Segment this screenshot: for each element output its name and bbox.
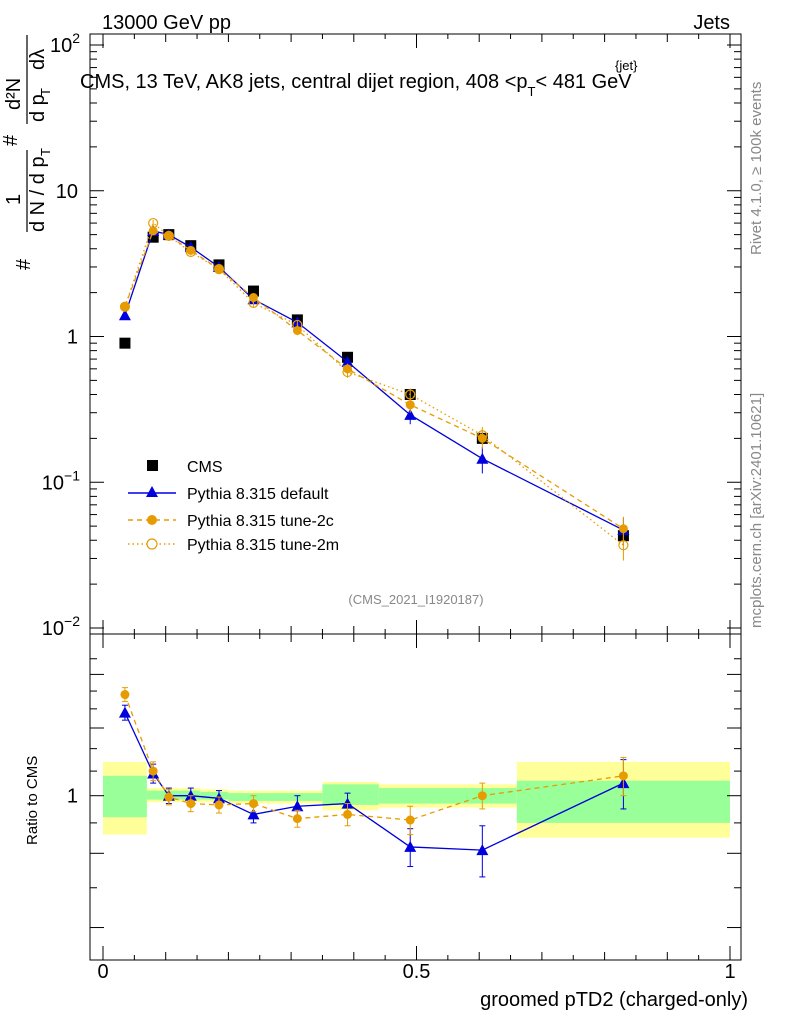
band-inner [103, 775, 147, 818]
chart-title: CMS, 13 TeV, AK8 jets, central dijet reg… [80, 71, 632, 99]
title-prefix: CMS, 13 TeV, AK8 jets, central dijet reg… [80, 71, 528, 93]
ratio-point [404, 840, 417, 852]
ratio-line [124, 694, 624, 821]
ylabel-sub: T [38, 148, 53, 156]
ratio-uncertainty-bands [103, 761, 730, 838]
ratio-point [291, 800, 304, 812]
ratio-point [148, 766, 158, 776]
data-point [292, 325, 302, 335]
rivet-label: Rivet 4.1.0, ≥ 100k events [748, 82, 765, 255]
data-point [147, 231, 159, 243]
ylabel-sub2: T [38, 88, 53, 96]
x-axis-label: groomed pTD2 (charged-only) [480, 989, 748, 1011]
legend-label-tune2c: Pythia 8.315 tune-2c [187, 513, 334, 530]
data-point [119, 301, 131, 312]
data-point [185, 246, 196, 258]
ratio-point [247, 808, 260, 820]
data-point [292, 319, 303, 331]
ratio-x-axis: 0 0.5 1 [97, 634, 736, 983]
ylabel-dlambda: dλ [27, 49, 49, 70]
title-sup: {jet} [615, 58, 638, 73]
ratio-panel: 1 0 0.5 1 Ratio to CMS groomed pTD2 (charg… [24, 633, 748, 1011]
x-tick-label: 0 [97, 961, 108, 983]
ratio-point [248, 799, 258, 809]
data-point [405, 389, 416, 400]
legend-marker-cms [147, 460, 158, 471]
main-x-axis [102, 34, 731, 634]
analysis-watermark: (CMS_2021_I1920187) [348, 592, 483, 607]
data-point [118, 309, 131, 321]
y-tick-label: 10−2 [42, 613, 80, 640]
ratio-point [618, 771, 628, 781]
ylabel-num2: d²N [3, 78, 25, 110]
ratio-point [118, 706, 131, 718]
data-point [476, 452, 489, 464]
ylabel-denom2: d p [27, 94, 49, 122]
y-tick-label: 102 [50, 30, 80, 57]
ratio-y-axis: 1 [67, 658, 741, 929]
ratio-point [343, 809, 353, 819]
data-point [404, 408, 417, 420]
legend: CMS Pythia 8.315 default Pythia 8.315 tu… [128, 459, 339, 554]
y-tick-label: 10−1 [42, 467, 80, 494]
legend-marker-tune2m [146, 538, 158, 550]
data-point [248, 293, 258, 303]
data-point [119, 337, 131, 349]
y-tick-label: 10 [56, 181, 78, 203]
ratio-point [164, 792, 174, 802]
x-tick-label: 0.5 [403, 961, 431, 983]
ylabel-hash2: # [0, 134, 22, 146]
y-tick-label: 1 [67, 327, 78, 349]
ratio-y-tick-label: 1 [67, 786, 78, 808]
data-point [163, 230, 174, 242]
ratio-point [214, 800, 224, 810]
data-point [248, 297, 259, 309]
ratio-plot-area [118, 687, 630, 878]
ylabel-denom: d N / d p [27, 156, 49, 232]
ratio-point [186, 799, 196, 809]
series-line [124, 230, 624, 530]
legend-marker-default [146, 486, 158, 497]
ratio-frame [89, 633, 742, 961]
ratio-y-label: Ratio to CMS [24, 756, 41, 845]
band-inner [322, 784, 379, 805]
ratio-point [477, 791, 487, 801]
data-point [342, 366, 353, 378]
data-point [341, 355, 354, 367]
ylabel-one: 1 [3, 194, 25, 205]
ratio-point [120, 690, 130, 700]
data-point [405, 400, 415, 410]
series-pythia-8-315-tune-2m [119, 217, 629, 561]
main-panel: 10−2 10−1 1 10 102 CMS, 13 TeV, AK8 jets, ce… [0, 30, 742, 640]
data-point [618, 540, 629, 551]
data-point [148, 217, 159, 229]
category-label: Jets [693, 12, 730, 34]
ratio-point [292, 814, 302, 824]
main-y-axis: 10−2 10−1 1 10 102 [42, 30, 741, 640]
band-inner [378, 788, 517, 804]
data-point [618, 524, 628, 534]
title-suffix: < 481 GeV [535, 71, 632, 93]
legend-label-tune2m: Pythia 8.315 tune-2m [187, 537, 339, 554]
legend-label-cms: CMS [187, 459, 223, 476]
data-point [247, 285, 259, 297]
x-tick-label: 1 [724, 961, 735, 983]
ratio-series-pythia-8-315-tune-2c [120, 687, 628, 836]
band-inner [200, 791, 229, 800]
legend-label-default: Pythia 8.315 default [187, 486, 329, 503]
energy-label: 13000 GeV pp [102, 12, 231, 34]
legend-marker-tune2c [147, 515, 157, 525]
data-point [213, 264, 225, 275]
mcplots-label: mcplots.cern.ch [arXiv:2401.10621] [748, 393, 765, 628]
main-y-label: # 1 d N / d p T # d²N d p T dλ [0, 35, 53, 270]
ratio-point [405, 815, 415, 825]
data-point [477, 430, 488, 441]
ratio-point [476, 844, 489, 856]
title-sub: T [528, 84, 536, 99]
band-inner [228, 793, 323, 801]
ylabel-hash1: # [13, 258, 35, 270]
main-plot-area [118, 217, 630, 561]
